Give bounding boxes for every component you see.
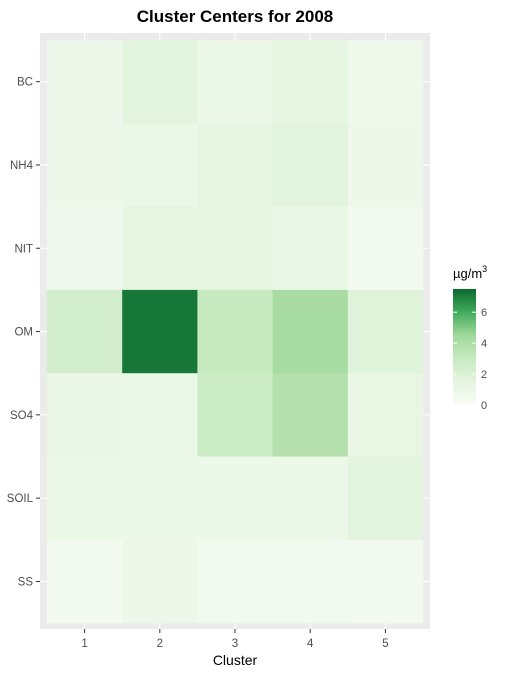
heatmap-cell-soil-5 bbox=[347, 456, 424, 541]
heatmap-cell-nit-3 bbox=[197, 206, 273, 291]
heatmap-cell-om-5 bbox=[347, 289, 424, 374]
legend-title-superscript: 3 bbox=[482, 264, 487, 274]
heatmap-cell-so4-5 bbox=[347, 373, 424, 457]
x-axis: 1 2 3 4 5 bbox=[81, 629, 389, 650]
heatmap-cell-so4-4 bbox=[272, 373, 349, 457]
legend-tick-label: 6 bbox=[481, 307, 487, 319]
heatmap-cell-soil-4 bbox=[272, 456, 349, 541]
y-tick-label: SOIL bbox=[7, 493, 34, 505]
legend-title: µg/m3 bbox=[453, 264, 487, 281]
y-tick-label: NH4 bbox=[10, 160, 34, 172]
heatmap-cell-nh4-4 bbox=[272, 123, 349, 207]
heatmap-cell-nh4-5 bbox=[347, 123, 424, 207]
heatmap-cell-soil-3 bbox=[197, 456, 273, 541]
heatmap-cell-nit-5 bbox=[347, 206, 424, 291]
chart-title: Cluster Centers for 2008 bbox=[137, 7, 334, 26]
heatmap-cell-ss-1 bbox=[47, 539, 123, 624]
x-tick-label: 1 bbox=[81, 638, 87, 650]
heatmap-cell-om-4 bbox=[272, 289, 349, 374]
heatmap-cell-om-2 bbox=[122, 289, 198, 374]
heatmap-cell-ss-2 bbox=[122, 539, 198, 624]
legend-colorbar bbox=[453, 289, 476, 405]
heatmap-cell-nit-1 bbox=[47, 206, 123, 291]
y-axis: BC NH4 NIT OM SO4 SOIL SS bbox=[7, 77, 40, 588]
y-tick-label: NIT bbox=[14, 243, 33, 255]
x-tick-label: 3 bbox=[232, 638, 238, 650]
legend-tick-label: 0 bbox=[481, 400, 487, 412]
legend-tick-label: 2 bbox=[481, 369, 487, 381]
heatmap-cell-nit-4 bbox=[272, 206, 349, 291]
y-tick-label: SO4 bbox=[10, 410, 34, 422]
heatmap-cell-bc-4 bbox=[272, 40, 349, 124]
heatmap-cell-om-3 bbox=[197, 289, 273, 374]
heatmap-cell-soil-2 bbox=[122, 456, 198, 541]
heatmap-cell-bc-5 bbox=[347, 40, 424, 124]
legend-tick-label: 4 bbox=[481, 338, 487, 350]
x-tick-label: 5 bbox=[382, 638, 388, 650]
heatmap-cell-so4-2 bbox=[122, 373, 198, 457]
legend-title-unit: µg/m bbox=[453, 266, 482, 281]
legend: µg/m3 0 2 4 6 bbox=[453, 264, 487, 412]
heatmap-cell-bc-3 bbox=[197, 40, 273, 124]
y-tick-label: BC bbox=[17, 77, 33, 89]
heatmap-cell-soil-1 bbox=[47, 456, 123, 541]
heatmap-cell-om-1 bbox=[47, 289, 123, 374]
x-tick-label: 4 bbox=[307, 638, 314, 650]
heatmap-cell-nh4-1 bbox=[47, 123, 123, 207]
heatmap-cell-bc-1 bbox=[47, 40, 123, 124]
x-axis-title: Cluster bbox=[213, 652, 258, 668]
y-tick-label: OM bbox=[14, 327, 33, 339]
legend-ticks: 0 2 4 6 bbox=[453, 307, 487, 412]
heatmap-cell-ss-4 bbox=[272, 539, 349, 624]
heatmap-cell-nh4-2 bbox=[122, 123, 198, 207]
heatmap-cell-ss-5 bbox=[347, 539, 424, 624]
heatmap-cell-nh4-3 bbox=[197, 123, 273, 207]
heatmap-cells bbox=[47, 40, 424, 624]
heatmap-cell-so4-3 bbox=[197, 373, 273, 457]
heatmap-cell-nit-2 bbox=[122, 206, 198, 291]
x-tick-label: 2 bbox=[157, 638, 163, 650]
y-tick-label: SS bbox=[18, 576, 34, 588]
heatmap-cell-ss-3 bbox=[197, 539, 273, 624]
heatmap-cell-bc-2 bbox=[122, 40, 198, 124]
heatmap-cell-so4-1 bbox=[47, 373, 123, 457]
